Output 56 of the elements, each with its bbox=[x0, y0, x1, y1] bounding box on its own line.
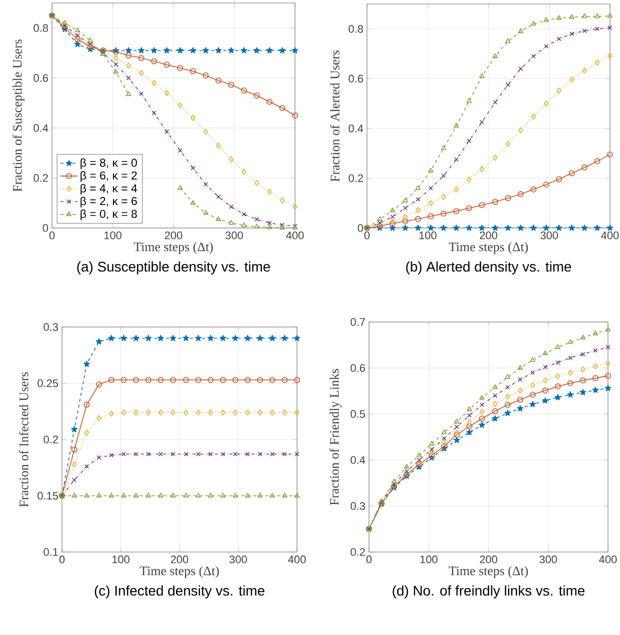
x-tick-label: 300 bbox=[226, 232, 243, 240]
y-tick-label: 0.6 bbox=[350, 364, 365, 372]
y-tick-label: 0.4 bbox=[348, 124, 364, 132]
y-tick-label: 0.4 bbox=[34, 124, 48, 132]
legend-label: β = 2, κ = 6 bbox=[80, 196, 137, 208]
x-tick-label: 400 bbox=[288, 556, 306, 564]
x-tick-label: 0 bbox=[59, 556, 65, 564]
y-tick-label: 0.8 bbox=[34, 24, 48, 32]
legend-label: β = 6, κ = 2 bbox=[80, 171, 137, 182]
x-axis-title: Time steps (Δt) bbox=[448, 566, 528, 578]
y-tick-label: 0.8 bbox=[348, 25, 363, 33]
x-axis-title: Time steps (Δt) bbox=[134, 242, 213, 254]
x-tick-label: 200 bbox=[480, 232, 498, 240]
x-axis-title: Time steps (Δt) bbox=[140, 566, 219, 578]
legend-label: β = 4, κ = 4 bbox=[80, 184, 138, 195]
x-tick-label: 300 bbox=[540, 232, 558, 240]
legend-label: β = 0, κ = 8 bbox=[80, 210, 137, 220]
text: (a) Susceptible density vs. time bbox=[77, 261, 270, 274]
y-tick-label: 0.15 bbox=[38, 492, 58, 500]
y-tick-label: 0.2 bbox=[348, 174, 363, 182]
text: (c) Infected density vs. time bbox=[94, 585, 264, 598]
x-tick-label: 300 bbox=[540, 556, 557, 564]
x-tick-label: 200 bbox=[480, 556, 498, 564]
y-tick-label: 0.2 bbox=[34, 174, 48, 182]
x-tick-label: 400 bbox=[599, 556, 617, 564]
x-tick-label: 100 bbox=[420, 556, 438, 564]
y-tick-label: 0 bbox=[358, 224, 364, 232]
x-tick-label: 400 bbox=[601, 232, 619, 240]
x-tick-label: 100 bbox=[419, 232, 436, 240]
text: (b) Alerted density vs. time bbox=[406, 261, 572, 274]
y-tick-label: 0.3 bbox=[350, 502, 365, 510]
y-axis-title: Fraction of Infected Users bbox=[19, 372, 28, 507]
legend-label: β = 8, κ = 0 bbox=[80, 158, 137, 170]
y-axis-title: Fraction of Susceptible Users bbox=[12, 40, 24, 192]
x-tick-label: 400 bbox=[286, 232, 304, 240]
y-tick-label: 0.2 bbox=[44, 436, 58, 444]
y-tick-label: 0.4 bbox=[350, 456, 366, 464]
x-tick-label: 200 bbox=[170, 556, 188, 564]
y-tick-label: 0.6 bbox=[34, 74, 48, 82]
x-tick-label: 100 bbox=[112, 556, 130, 564]
x-tick-label: 0 bbox=[366, 556, 372, 564]
x-tick-label: 200 bbox=[164, 232, 182, 240]
text: (d) No. of freindly links vs. time bbox=[392, 585, 584, 598]
y-tick-label: 0 bbox=[42, 224, 48, 232]
y-tick-label: 0.6 bbox=[348, 74, 363, 83]
x-axis-title: Time steps (Δt) bbox=[448, 242, 528, 254]
y-axis-title: Fraction of Friendly Links bbox=[329, 368, 342, 506]
y-tick-label: 0.1 bbox=[44, 548, 58, 556]
y-axis-title: Fraction of Alerted Users bbox=[330, 50, 340, 182]
x-tick-label: 300 bbox=[230, 556, 247, 564]
y-tick-label: 0.7 bbox=[350, 318, 365, 326]
x-tick-label: 100 bbox=[104, 232, 122, 240]
y-tick-label: 0.2 bbox=[350, 548, 365, 556]
y-tick-label: 0.25 bbox=[38, 379, 58, 388]
y-tick-label: 0.5 bbox=[350, 410, 366, 418]
y-tick-label: 0.3 bbox=[44, 323, 58, 331]
